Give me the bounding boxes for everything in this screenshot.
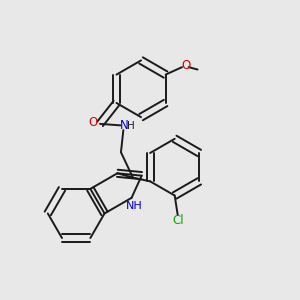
Text: O: O — [89, 116, 98, 129]
Text: H: H — [127, 121, 135, 131]
Text: N: N — [120, 119, 128, 132]
Text: NH: NH — [126, 201, 143, 211]
Text: O: O — [182, 59, 191, 72]
Text: Cl: Cl — [173, 214, 184, 227]
